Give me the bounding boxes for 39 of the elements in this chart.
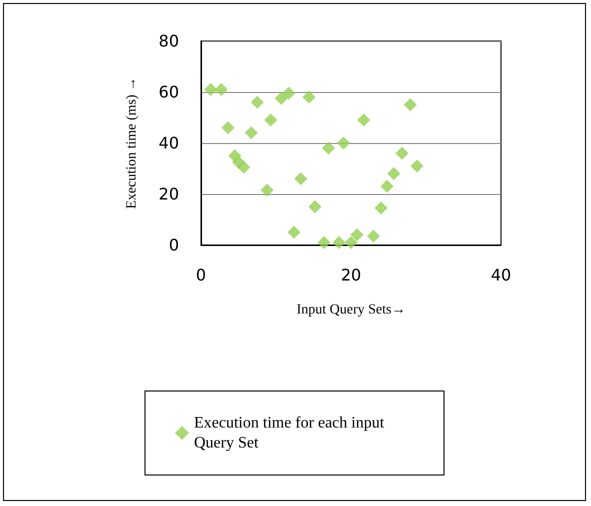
point bbox=[367, 230, 380, 243]
x-tick-label: 0 bbox=[196, 266, 206, 284]
point bbox=[387, 167, 400, 180]
point bbox=[410, 159, 424, 172]
point bbox=[294, 172, 308, 186]
point bbox=[350, 228, 364, 242]
point bbox=[214, 82, 228, 96]
y-tick-label: 0 bbox=[168, 236, 179, 254]
point bbox=[244, 126, 258, 140]
x-tick-label: 20 bbox=[340, 266, 362, 284]
point bbox=[337, 136, 350, 150]
point bbox=[274, 92, 288, 105]
point bbox=[322, 142, 335, 155]
point bbox=[237, 160, 250, 174]
point bbox=[404, 98, 417, 112]
point bbox=[380, 180, 394, 193]
point bbox=[357, 114, 370, 127]
point bbox=[250, 96, 264, 109]
point bbox=[264, 114, 278, 127]
point bbox=[288, 226, 300, 239]
point bbox=[396, 146, 408, 160]
legend-label: Execution time for each input Query Set bbox=[194, 414, 388, 452]
point bbox=[260, 184, 274, 197]
point bbox=[374, 202, 388, 215]
point bbox=[282, 86, 296, 100]
point bbox=[204, 82, 218, 96]
x-axis-title: Input Query Sets→ bbox=[296, 302, 406, 318]
point bbox=[332, 236, 346, 249]
x-tick-label: 40 bbox=[490, 266, 512, 284]
point bbox=[222, 121, 234, 134]
y-tick-label: 20 bbox=[158, 184, 179, 204]
point bbox=[308, 200, 322, 214]
y-tick-label: 80 bbox=[158, 32, 179, 50]
point bbox=[302, 90, 316, 104]
y-tick-label: 40 bbox=[158, 134, 179, 152]
point bbox=[344, 236, 358, 249]
point bbox=[318, 236, 330, 249]
y-axis-title: Execution time (ms) → bbox=[124, 77, 140, 209]
y-tick-label: 60 bbox=[158, 82, 179, 102]
